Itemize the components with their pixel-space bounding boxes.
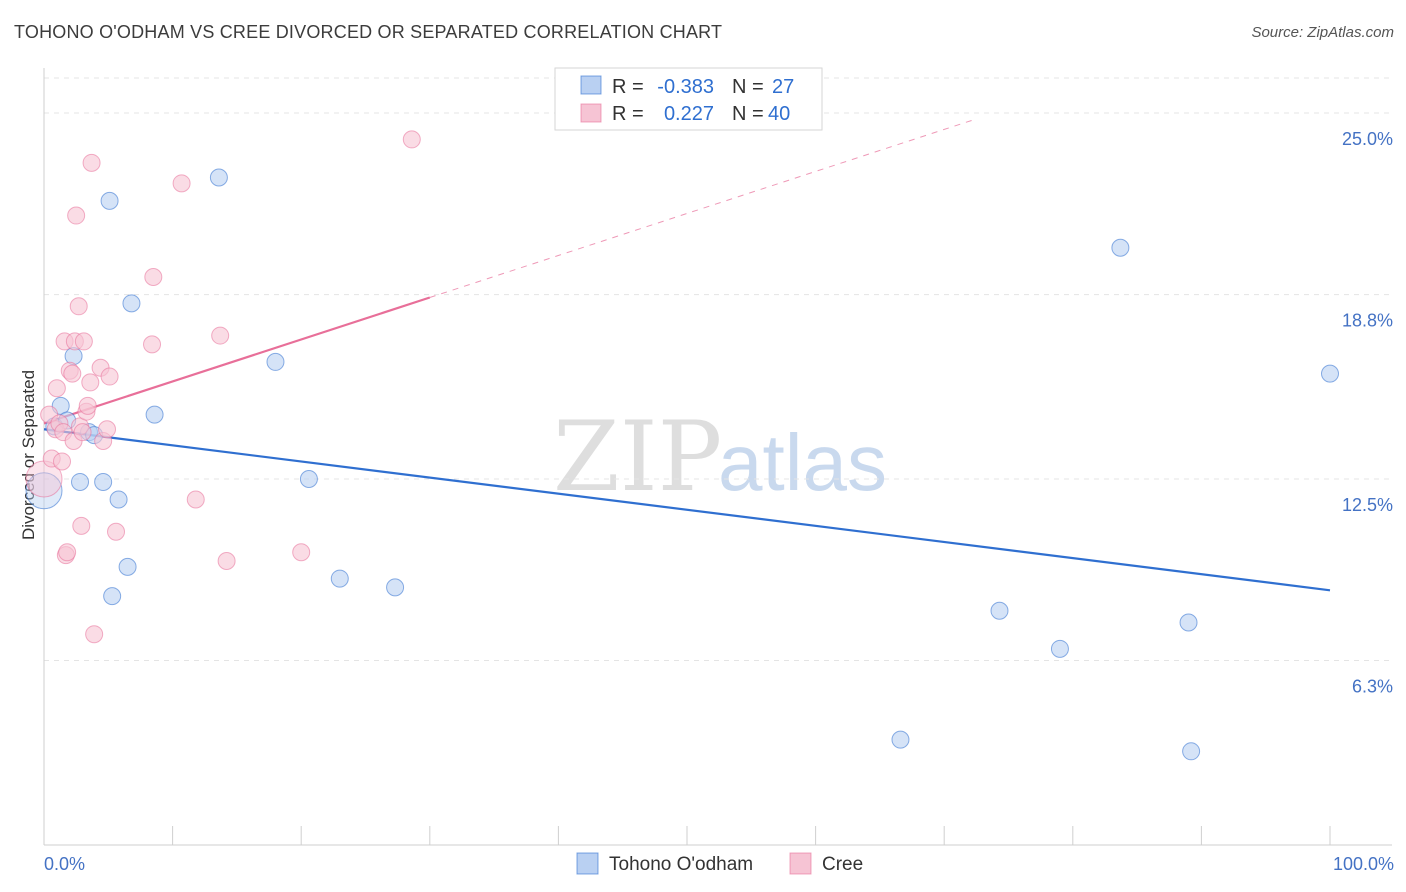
point-tohono-22 xyxy=(1050,639,1069,658)
point-cree-22 xyxy=(78,396,97,415)
point-tohono-23 xyxy=(1111,238,1130,257)
point-cree-29 xyxy=(100,367,119,386)
y-axis-label: Divorced or Separated xyxy=(19,370,38,540)
point-cree-18 xyxy=(72,516,91,535)
legend-n-label-tohono: N = xyxy=(732,76,764,98)
point-tohono-8 xyxy=(94,472,113,491)
y-axis-tick-labels: 6.3% 12.5% 18.8% 25.0% xyxy=(1342,129,1393,696)
point-tohono-26 xyxy=(1321,364,1339,383)
bottom-legend: Tohono O'odham Cree xyxy=(576,852,863,875)
point-tohono-20 xyxy=(891,730,910,749)
point-cree-16 xyxy=(69,297,88,316)
point-cree-24 xyxy=(82,153,101,172)
legend-n-value-cree: 40 xyxy=(768,103,790,125)
y-tick-label-3: 25.0% xyxy=(1342,129,1393,149)
point-cree-36 xyxy=(217,552,236,571)
point-cree-4 xyxy=(47,379,66,398)
point-cree-19 xyxy=(73,423,92,442)
point-tohono-17 xyxy=(299,470,318,489)
trend-lines xyxy=(43,118,1331,592)
point-tohono-9 xyxy=(100,191,119,210)
point-cree-38 xyxy=(402,130,421,149)
point-cree-25 xyxy=(85,625,104,644)
legend: R = -0.383 N = 27 R = 0.227 N = 40 xyxy=(554,67,823,131)
point-tohono-18 xyxy=(330,569,349,588)
y-tick-label-1: 12.5% xyxy=(1342,495,1393,515)
point-tohono-13 xyxy=(122,294,141,313)
trend-line-0 xyxy=(43,428,1331,592)
point-tohono-21 xyxy=(990,601,1009,620)
legend-r-value-tohono: -0.383 xyxy=(657,76,714,98)
point-cree-12 xyxy=(63,364,82,383)
point-tohono-10 xyxy=(103,587,122,606)
point-tohono-16 xyxy=(266,352,285,371)
legend-r-value-cree: 0.227 xyxy=(664,103,714,125)
watermark-zip: ZIP xyxy=(553,401,722,513)
point-cree-23 xyxy=(81,373,100,392)
chart-title: TOHONO O'ODHAM VS CREE DIVORCED OR SEPAR… xyxy=(14,22,723,42)
bottom-legend-label-cree: Cree xyxy=(822,854,863,875)
point-tohono-12 xyxy=(118,557,137,576)
point-cree-20 xyxy=(74,332,93,351)
point-cree-35 xyxy=(211,326,230,345)
bottom-legend-swatch-tohono xyxy=(576,852,599,875)
legend-swatch-tohono xyxy=(580,75,602,95)
point-cree-10 xyxy=(58,543,77,562)
point-tohono-5 xyxy=(71,472,90,491)
x-tick-label-max: 100.0% xyxy=(1333,854,1394,874)
point-cree-6 xyxy=(53,452,72,471)
bottom-legend-swatch-cree xyxy=(789,852,812,875)
x-axis-ticks xyxy=(43,826,1331,845)
trend-line-1 xyxy=(43,296,431,425)
point-tohono-11 xyxy=(109,490,128,509)
y-tick-label-2: 18.8% xyxy=(1342,311,1393,331)
point-cree-30 xyxy=(107,522,126,541)
source-label: Source: ZipAtlas.com xyxy=(1251,24,1394,41)
legend-swatch-cree xyxy=(580,103,602,123)
bottom-legend-label-tohono: Tohono O'odham xyxy=(609,854,753,875)
legend-n-label-cree: N = xyxy=(732,103,764,125)
y-tick-label-0: 6.3% xyxy=(1352,677,1393,697)
point-cree-32 xyxy=(144,268,163,287)
point-cree-34 xyxy=(186,490,205,509)
point-cree-31 xyxy=(143,335,162,354)
point-cree-37 xyxy=(292,543,311,562)
legend-n-value-tohono: 27 xyxy=(772,76,794,98)
x-tick-label-min: 0.0% xyxy=(44,854,85,874)
point-tohono-25 xyxy=(1182,742,1201,761)
point-cree-15 xyxy=(67,206,86,225)
point-tohono-0 xyxy=(25,472,63,510)
trend-line-extension-1 xyxy=(429,118,977,298)
point-tohono-14 xyxy=(145,405,164,424)
legend-r-label-tohono: R = xyxy=(612,76,644,98)
point-cree-28 xyxy=(98,420,117,439)
legend-r-label-cree: R = xyxy=(612,103,644,125)
point-cree-33 xyxy=(172,174,191,193)
point-tohono-15 xyxy=(209,168,228,187)
watermark-atlas: atlas xyxy=(718,418,887,507)
point-tohono-19 xyxy=(386,578,405,597)
point-tohono-24 xyxy=(1179,613,1198,632)
data-points xyxy=(25,130,1339,761)
